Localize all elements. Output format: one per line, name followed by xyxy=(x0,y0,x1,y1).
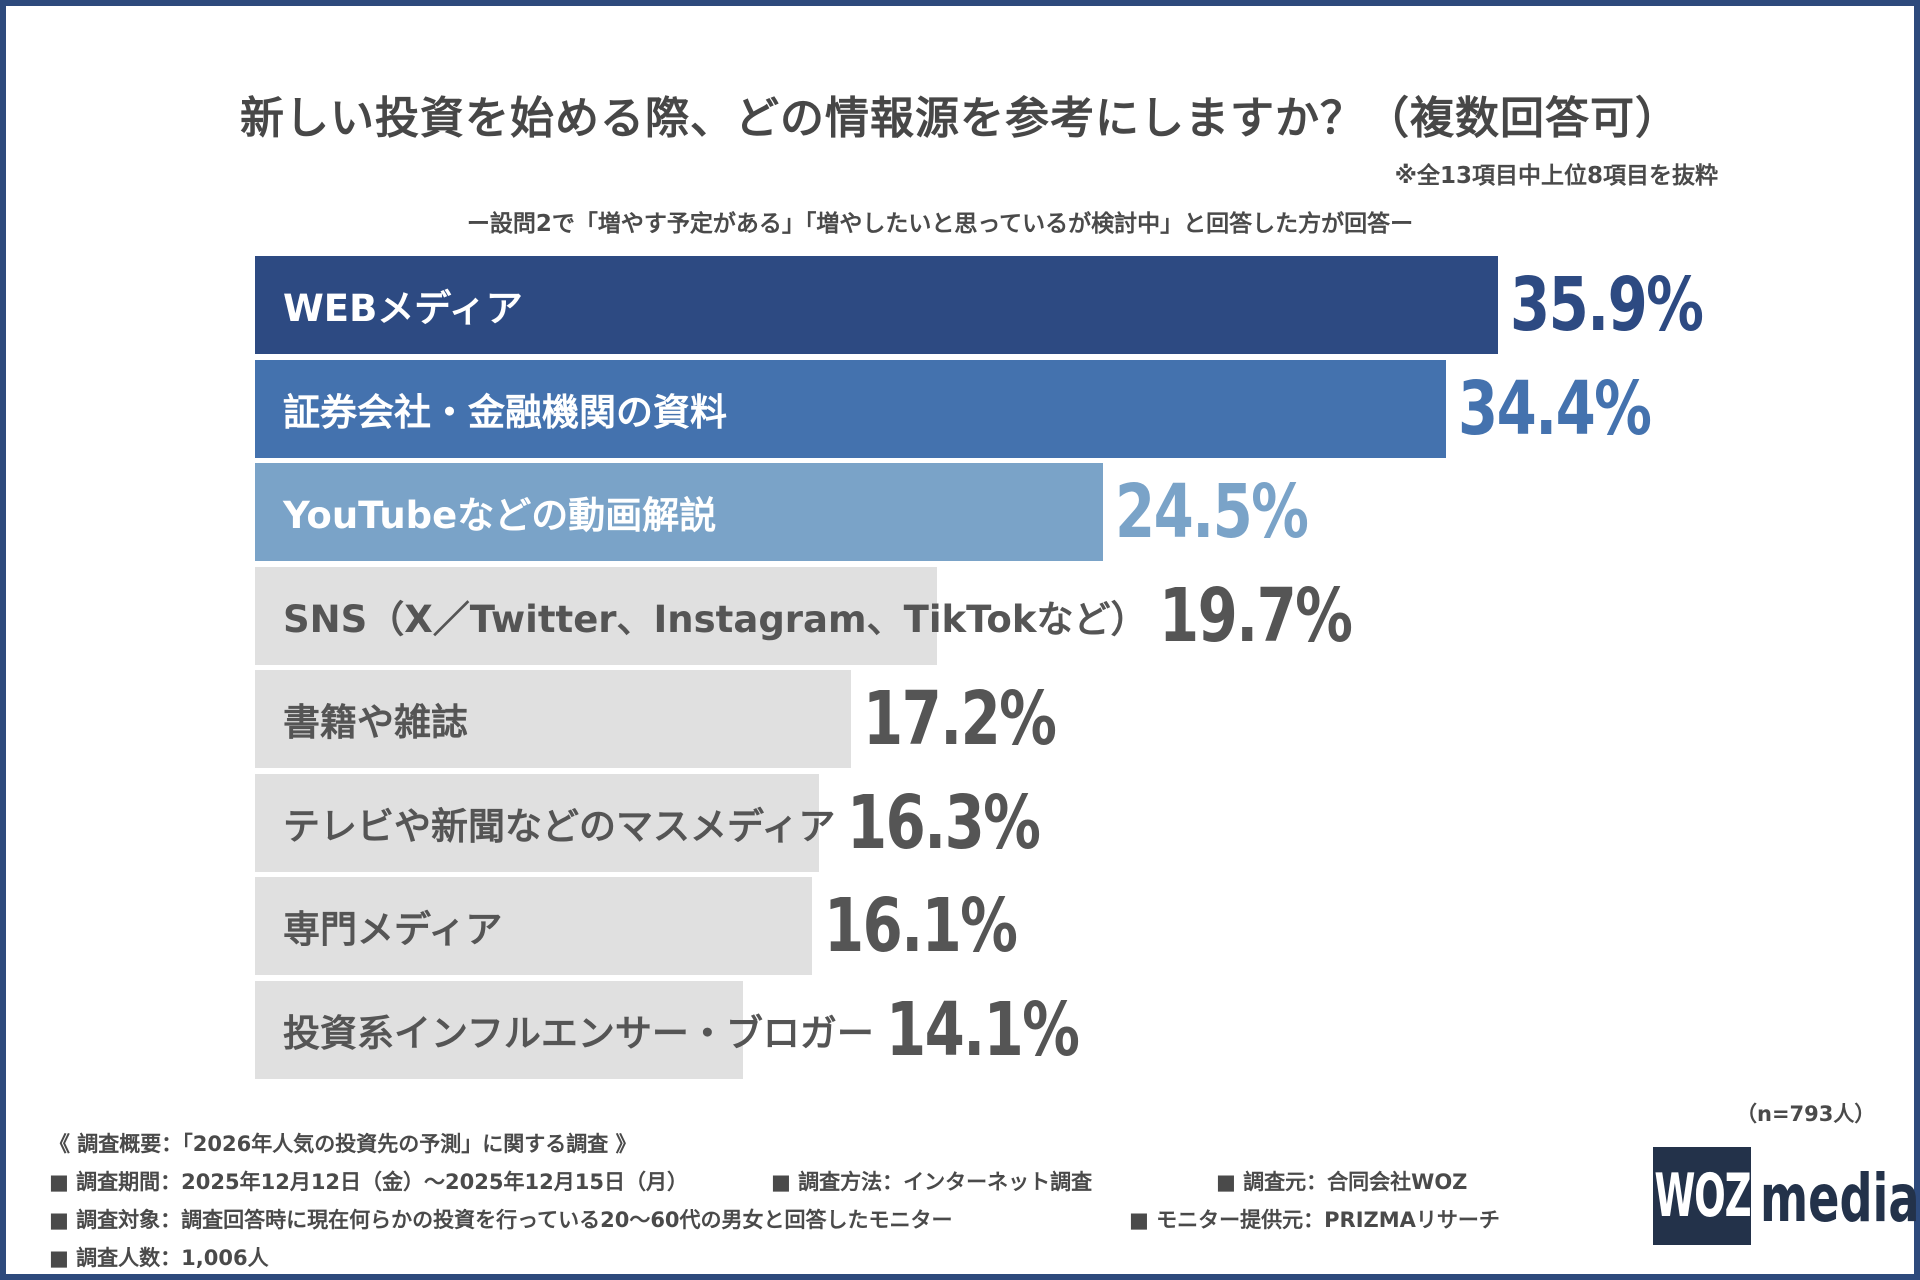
data-label: 14.1% xyxy=(885,986,1080,1073)
bar-label: 専門メディア xyxy=(283,908,503,951)
bar-row: 書籍や雑誌 17.2% xyxy=(255,670,1109,768)
woz-logo: WOZ xyxy=(1653,1147,1751,1245)
data-label: 16.1% xyxy=(824,883,1018,969)
bar xyxy=(255,256,1498,354)
bar-row: WEBメディア 35.9% xyxy=(255,256,1757,354)
logo-media-text: media xyxy=(1760,1160,1920,1237)
bar-label: YouTubeなどの動画解説 xyxy=(283,494,717,537)
data-label: 16.3% xyxy=(847,779,1041,866)
footer-method: ■ 調査方法：インターネット調査 xyxy=(771,1170,1093,1194)
footer-source: ■ 調査元：合同会社WOZ xyxy=(1216,1170,1468,1194)
sample-size: （n=793人） xyxy=(1736,1102,1876,1126)
bar-label: 投資系インフルエンサー・ブロガー xyxy=(283,1011,874,1055)
bar-label: 証券会社・金融機関の資料 xyxy=(283,390,727,434)
bar xyxy=(255,359,1447,458)
chart-title: 新しい投資を始める際、どの情報源を参考にしますか？（複数回答可） xyxy=(240,93,1680,144)
bar-label: 書籍や雑誌 xyxy=(283,701,468,744)
bar-row: SNS（X／Twitter、Instagram、TikTokなど） 19.7% xyxy=(255,566,1406,665)
logo-box-text: WOZ xyxy=(1654,1161,1751,1231)
excerpt-note: ※全13項目中上位8項目を抜粋 xyxy=(1394,163,1718,189)
bar xyxy=(255,773,820,872)
bar xyxy=(255,877,813,975)
bar xyxy=(255,980,744,1079)
bar xyxy=(255,670,851,768)
bar-label: テレビや新聞などのマスメディア xyxy=(283,804,836,848)
bar-label: WEBメディア xyxy=(283,287,523,330)
data-label: 19.7% xyxy=(1159,572,1353,659)
footer-overview: 《 調査概要：「2026年人気の投資先の予測」に関する調査 》 xyxy=(49,1132,637,1156)
footer-count: ■ 調査人数：1,006人 xyxy=(49,1246,269,1270)
footer-period: ■ 調査期間：2025年12月12日（金）〜2025年12月15日（月） xyxy=(49,1170,688,1194)
data-label: 34.4% xyxy=(1458,365,1652,452)
bar-label: SNS（X／Twitter、Instagram、TikTokなど） xyxy=(283,597,1148,641)
data-label: 35.9% xyxy=(1510,262,1704,348)
bar xyxy=(255,566,938,665)
data-label: 24.5% xyxy=(1115,469,1309,555)
bar-row: テレビや新聞などのマスメディア 16.3% xyxy=(255,773,1094,872)
bar-row: 投資系インフルエンサー・ブロガー 14.1% xyxy=(255,980,1133,1079)
bar xyxy=(255,463,1104,561)
chart-subtitle: ー設問2で「増やす予定がある」「増やしたいと思っているが検討中」と回答した方が回… xyxy=(466,211,1414,237)
bar-row: 証券会社・金融機関の資料 34.4% xyxy=(255,359,1705,458)
bar-row: YouTubeなどの動画解説 24.5% xyxy=(255,463,1362,561)
data-label: 17.2% xyxy=(862,676,1057,762)
bar-row: 専門メディア 16.1% xyxy=(255,877,1071,975)
footer-provider: ■ モニター提供元：PRIZMAリサーチ xyxy=(1129,1208,1500,1232)
footer-target: ■ 調査対象：調査回答時に現在何らかの投資を行っている20〜60代の男女と回答し… xyxy=(49,1208,953,1232)
